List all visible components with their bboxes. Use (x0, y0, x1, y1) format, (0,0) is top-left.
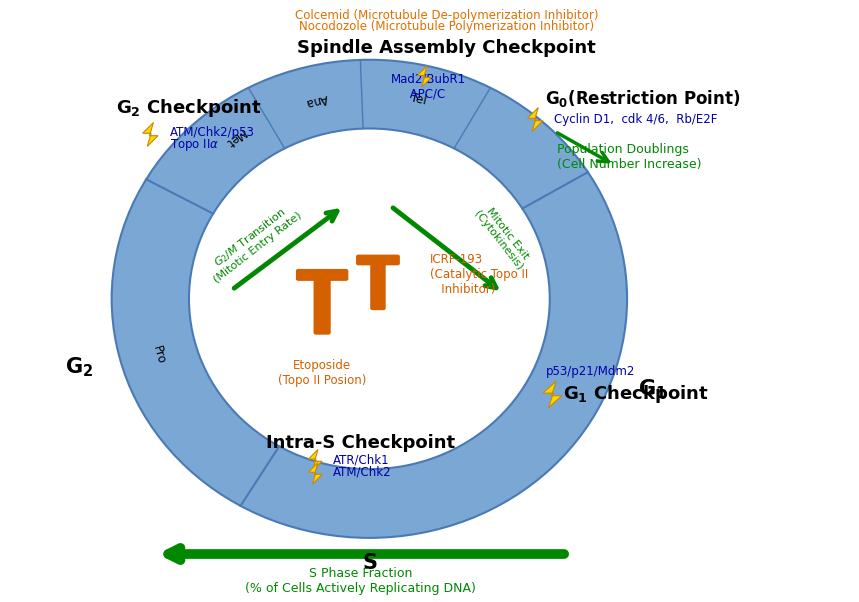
FancyBboxPatch shape (314, 278, 331, 335)
Text: ATM/Chk2/p53: ATM/Chk2/p53 (170, 126, 255, 139)
Text: Topo II$\alpha$: Topo II$\alpha$ (170, 137, 219, 153)
FancyBboxPatch shape (370, 262, 386, 310)
Polygon shape (417, 66, 431, 87)
Text: $\mathbf{G_2}$ Checkpoint: $\mathbf{G_2}$ Checkpoint (116, 96, 262, 119)
Text: ICRF-193
(Catalytic Topo II
   Inhibitor): ICRF-193 (Catalytic Topo II Inhibitor) (430, 253, 527, 296)
Text: $\mathbf{G_2}$: $\mathbf{G_2}$ (64, 355, 93, 379)
Text: Met: Met (222, 126, 247, 149)
Text: $\mathbf{G_1}$: $\mathbf{G_1}$ (638, 377, 667, 400)
Text: $\mathbf{S}$: $\mathbf{S}$ (362, 553, 377, 573)
Text: Population Doublings
(Cell Number Increase): Population Doublings (Cell Number Increa… (557, 143, 701, 172)
Text: $G_2/M$ Transition
(Mitotic Entry Rate): $G_2/M$ Transition (Mitotic Entry Rate) (203, 199, 304, 285)
Text: Spindle Assembly Checkpoint: Spindle Assembly Checkpoint (297, 39, 596, 57)
Text: Mad2/BubR1
     APC/C: Mad2/BubR1 APC/C (391, 73, 466, 101)
Text: Pro: Pro (150, 344, 168, 366)
Text: ATR/Chk1: ATR/Chk1 (333, 454, 390, 467)
Polygon shape (143, 123, 158, 146)
Polygon shape (308, 450, 322, 471)
Ellipse shape (189, 128, 550, 469)
Text: Tel: Tel (410, 92, 428, 108)
FancyBboxPatch shape (356, 255, 399, 265)
Text: Colcemid (Microtubule De-polymerization Inhibitor): Colcemid (Microtubule De-polymerization … (295, 9, 599, 22)
Text: Ana: Ana (304, 91, 329, 110)
Ellipse shape (112, 60, 627, 538)
Polygon shape (308, 462, 322, 484)
FancyBboxPatch shape (295, 269, 349, 281)
Text: Nocodozole (Microtubule Polymerization Inhibitor): Nocodozole (Microtubule Polymerization I… (299, 20, 594, 33)
Polygon shape (543, 381, 562, 408)
Text: $\mathbf{G_1}$ Checkpoint: $\mathbf{G_1}$ Checkpoint (563, 383, 709, 405)
Polygon shape (527, 108, 543, 131)
Text: Cyclin D1,  cdk 4/6,  Rb/E2F: Cyclin D1, cdk 4/6, Rb/E2F (554, 113, 717, 126)
Text: Intra-S Checkpoint: Intra-S Checkpoint (266, 435, 455, 453)
Text: Mitotic Exit
(Cytokinesis): Mitotic Exit (Cytokinesis) (472, 202, 533, 273)
Text: S Phase Fraction
(% of Cells Actively Replicating DNA): S Phase Fraction (% of Cells Actively Re… (246, 567, 476, 595)
Text: ATM/Chk2: ATM/Chk2 (333, 465, 392, 479)
Text: $\mathbf{G_0}$(Restriction Point): $\mathbf{G_0}$(Restriction Point) (545, 88, 741, 109)
Text: Etoposide
(Topo II Posion): Etoposide (Topo II Posion) (278, 359, 366, 386)
Text: p53/p21/Mdm2: p53/p21/Mdm2 (545, 365, 635, 378)
